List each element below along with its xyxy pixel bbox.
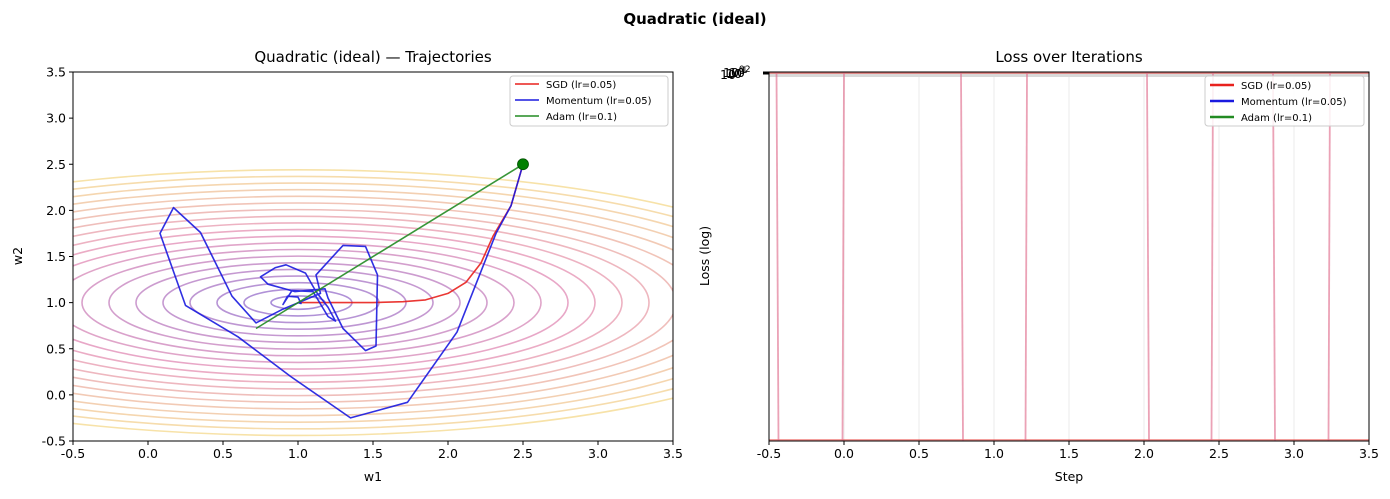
- contour-line: [73, 208, 673, 397]
- loss-legend: SGD (lr=0.05) Momentum (lr=0.05) Adam (l…: [1204, 75, 1365, 127]
- xtick-label: 1.0: [288, 446, 308, 461]
- contour-line: [73, 242, 542, 364]
- ytick-label: 2.0: [46, 203, 66, 218]
- xtick-label: 2.5: [513, 446, 533, 461]
- loss-traces: [769, 72, 1369, 441]
- loss-yticks: 10-1 100 101 102: [720, 65, 769, 82]
- loss-ytick-label: 102: [729, 65, 751, 80]
- momentum-trajectory-line: [159, 164, 524, 419]
- xtick-label: 1.0: [984, 446, 1004, 461]
- xtick-label: 3.5: [663, 446, 683, 461]
- loss-vertical-trace: [1327, 72, 1331, 441]
- xtick-label: 0.0: [834, 446, 854, 461]
- trajectories-title: Quadratic (ideal) — Trajectories: [254, 48, 492, 66]
- xtick-label: -0.5: [757, 446, 781, 461]
- legend-box: [509, 75, 669, 127]
- trajectories-xlabel: w1: [364, 469, 382, 484]
- contour-line: [73, 182, 673, 423]
- contour-line: [73, 175, 673, 430]
- ytick-label: 3.5: [46, 65, 66, 80]
- xtick-label: 0.5: [213, 446, 233, 461]
- loss-ytick-label: 100: [723, 65, 745, 80]
- adam-trajectory-line: [255, 163, 524, 330]
- legend-adam-label: Adam (lr=0.1): [546, 112, 617, 123]
- xtick-label: 1.5: [363, 446, 383, 461]
- ytick-label: 0.0: [46, 387, 66, 402]
- ytick-label: 1.0: [46, 295, 66, 310]
- contour-line: [73, 169, 673, 437]
- xtick-label: 3.5: [1359, 446, 1379, 461]
- contour-line: [73, 188, 673, 417]
- xtick-label: -0.5: [61, 446, 85, 461]
- contour-line: [73, 195, 673, 410]
- trajectories-ticks: -0.5 0.0 0.5 1.0 1.5 2.0 2.5 3.0 3.5 -0.5 0.0 0.5 1.…: [42, 65, 683, 462]
- loss-grid: [769, 72, 1369, 441]
- xtick-label: 2.5: [1209, 446, 1229, 461]
- contour-line: [135, 261, 461, 344]
- loss-ytick-label: 101: [726, 66, 748, 81]
- legend-box: [1204, 75, 1365, 127]
- contour-line: [73, 215, 650, 390]
- ytick-label: 3.0: [46, 111, 66, 126]
- trajectories-legend: SGD (lr=0.05) Momentum (lr=0.05) Adam (l…: [509, 75, 669, 127]
- legend-momentum-label: Momentum (lr=0.05): [1241, 97, 1347, 108]
- contour-lines: [73, 169, 673, 437]
- legend-sgd-label: SGD (lr=0.05): [1241, 81, 1311, 92]
- ytick-label: -0.5: [42, 434, 66, 449]
- loss-vertical-trace: [1146, 72, 1150, 441]
- legend-adam-label: Adam (lr=0.1): [1241, 113, 1312, 124]
- ytick-label: 1.5: [46, 249, 66, 264]
- legend-sgd-label: SGD (lr=0.05): [546, 80, 616, 91]
- xtick-label: 3.0: [1284, 446, 1304, 461]
- xtick-label: 3.0: [588, 446, 608, 461]
- loss-vertical-trace: [1024, 72, 1028, 441]
- loss-vertical-trace: [775, 72, 780, 441]
- trajectories-axes: Quadratic (ideal) — Trajectories -0.5 0.0…: [10, 48, 683, 484]
- xtick-label: 0.5: [909, 446, 929, 461]
- xtick-label: 2.0: [1134, 446, 1154, 461]
- loss-axes: Loss over Iterations -0.5 0.0 0.5 1.0 1.5 2.0…: [697, 48, 1379, 484]
- xtick-label: 0.0: [138, 446, 158, 461]
- contour-line: [108, 255, 488, 350]
- loss-ytick-label: 10-1: [720, 67, 745, 82]
- loss-vertical-trace: [1210, 72, 1214, 441]
- loss-vertical-trace: [1272, 72, 1276, 441]
- figure-suptitle: Quadratic (ideal): [623, 10, 766, 28]
- xtick-label: 1.5: [1059, 446, 1079, 461]
- contour-line: [73, 228, 596, 377]
- trajectory-lines: [159, 158, 529, 419]
- loss-xlabel: Step: [1055, 469, 1084, 484]
- ytick-label: 2.5: [46, 157, 66, 172]
- legend-momentum-label: Momentum (lr=0.05): [546, 96, 652, 107]
- trajectories-ylabel: w2: [10, 247, 25, 265]
- loss-ylabel: Loss (log): [697, 226, 712, 286]
- contour-line: [189, 275, 407, 330]
- xtick-label: 2.0: [438, 446, 458, 461]
- loss-ticks: -0.5 0.0 0.5 1.0 1.5 2.0 2.5 3.0 3.5: [757, 441, 1379, 461]
- loss-vertical-trace: [841, 72, 845, 441]
- loss-title: Loss over Iterations: [995, 48, 1143, 66]
- start-point-marker: [517, 158, 529, 171]
- contour-line: [73, 235, 569, 370]
- contour-line: [73, 202, 673, 404]
- loss-vertical-trace: [960, 72, 964, 441]
- contour-line: [81, 248, 515, 357]
- ytick-label: 0.5: [46, 341, 66, 356]
- grid-band: [769, 72, 1369, 77]
